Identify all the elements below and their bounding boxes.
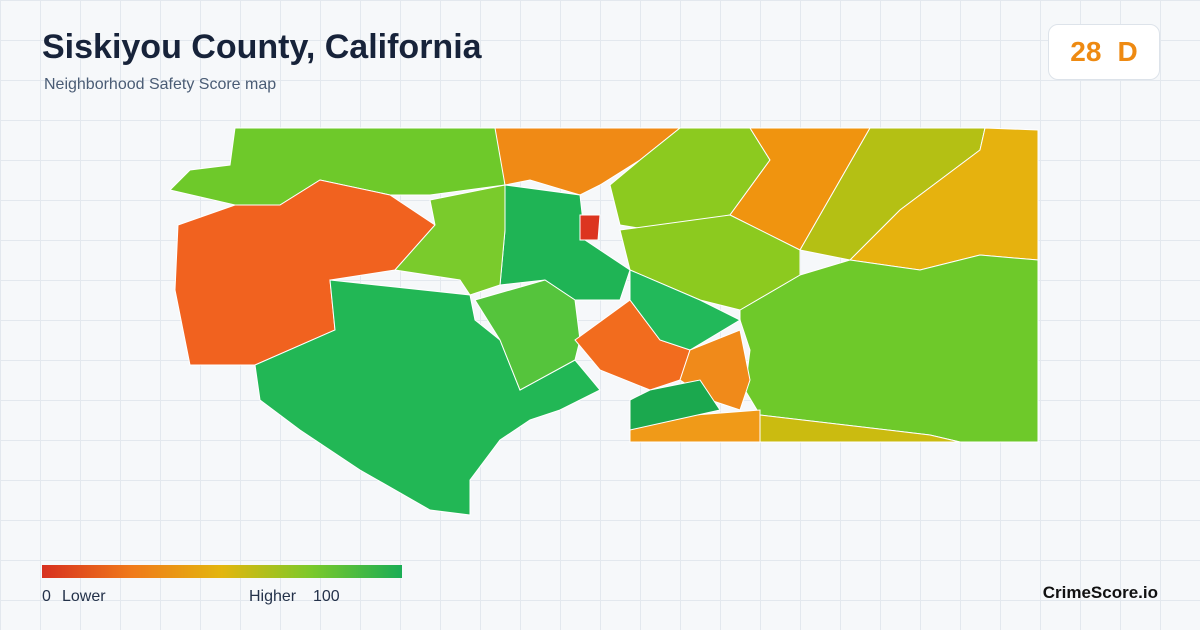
legend-max-label: Higher (249, 588, 297, 605)
legend-gradient (42, 565, 402, 578)
score-grade: D (1117, 36, 1138, 67)
score-value: 28 (1070, 36, 1102, 67)
region (394, 184, 506, 296)
legend-min: 0 (42, 588, 51, 605)
score-badge: 28 D (1048, 24, 1160, 80)
legend-min-label: Lower (62, 588, 106, 605)
region (474, 279, 581, 391)
region (579, 214, 601, 241)
region (499, 184, 631, 301)
region (739, 254, 1039, 443)
subtitle: Neighborhood Safety Score map (44, 76, 277, 93)
title: Siskiyou County, California (42, 28, 482, 66)
brand: CrimeScore.io (1042, 583, 1158, 602)
region (629, 379, 721, 431)
legend-max: 100 (313, 588, 340, 605)
